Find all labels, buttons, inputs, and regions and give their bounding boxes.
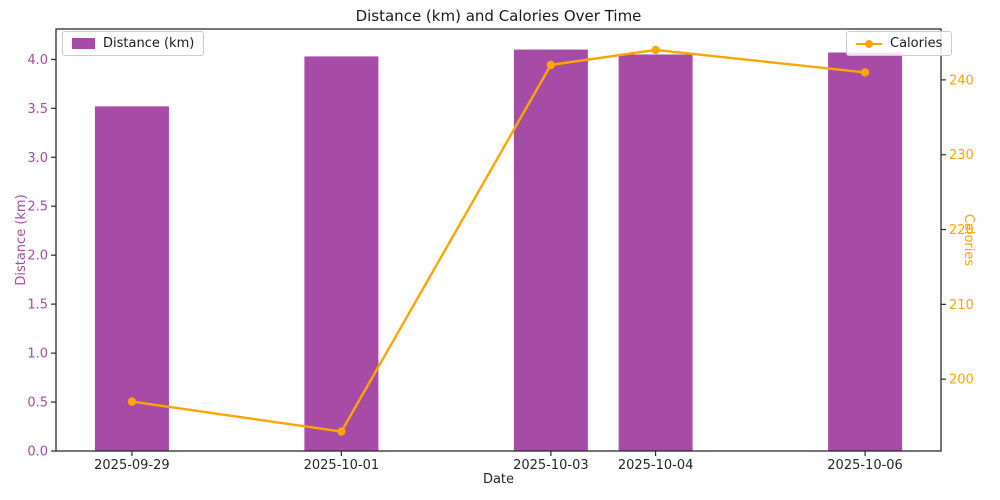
calories-point — [127, 397, 137, 406]
distance-bar — [618, 54, 693, 451]
calories-point — [546, 60, 556, 70]
left-y-tick-label: 1.5 — [27, 298, 48, 313]
right-y-tick-label: 220 — [949, 223, 974, 238]
distance-swatch-icon — [72, 38, 95, 49]
calories-line — [131, 48, 866, 433]
x-tick-label: 2025-10-04 — [618, 458, 694, 473]
right-y-tick-label: 240 — [949, 73, 974, 88]
x-tick-label: 2025-10-06 — [827, 458, 903, 473]
right-y-tick-label: 210 — [949, 298, 974, 313]
legend-calories-label: Calories — [890, 36, 943, 51]
calories-point — [860, 68, 870, 77]
right-y-tick-label: 230 — [949, 148, 974, 163]
calories-point — [651, 45, 660, 55]
right-y-axis-label: Calories — [961, 213, 976, 267]
legend-calories: Calories — [846, 31, 953, 56]
left-y-tick-label: 1.0 — [27, 347, 48, 362]
x-axis-label: Date — [482, 472, 515, 487]
distance-bar — [513, 49, 588, 451]
left-y-tick-label: 3.5 — [27, 102, 48, 117]
legend-distance: Distance (km) — [62, 31, 205, 56]
x-tick-label: 2025-10-03 — [513, 458, 589, 473]
left-y-tick-label: 2.0 — [27, 249, 48, 264]
left-y-tick-label: 2.5 — [27, 200, 48, 215]
left-y-tick-label: 3.0 — [27, 151, 48, 166]
right-y-tick-label: 200 — [949, 373, 974, 388]
x-tick-label: 2025-10-01 — [304, 458, 380, 473]
left-y-tick-label: 0.5 — [27, 396, 48, 411]
calories-line-dot-icon — [856, 38, 882, 49]
distance-bar — [94, 106, 169, 452]
left-y-tick-label: 0.0 — [27, 445, 48, 460]
left-y-axis-label: Distance (km) — [14, 194, 29, 286]
x-tick-label: 2025-09-29 — [94, 458, 170, 473]
left-y-tick-label: 4.0 — [27, 53, 48, 68]
distance-bar — [304, 56, 379, 451]
chart-title: Distance (km) and Calories Over Time — [355, 7, 642, 25]
legend-distance-label: Distance (km) — [103, 36, 195, 51]
distance-bar — [828, 52, 903, 451]
plot-frame — [55, 28, 942, 452]
calories-point — [337, 427, 346, 436]
